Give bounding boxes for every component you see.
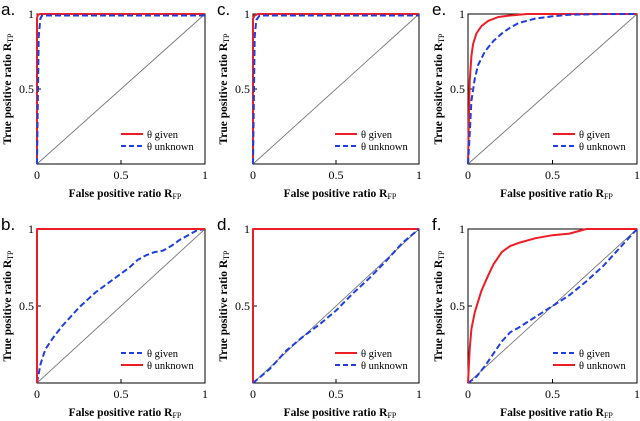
y-tick-label: 0.5 <box>19 82 34 96</box>
y-tick-label: 1 <box>244 7 250 21</box>
legend-label: θ unknown <box>147 361 194 372</box>
x-tick-label: 0.5 <box>114 168 129 182</box>
legend-label: θ unknown <box>147 142 194 153</box>
y-axis-label: True positive ratio RTP <box>2 250 15 362</box>
series-line <box>252 14 419 165</box>
y-tick-label: 0.5 <box>235 82 250 96</box>
y-axis-label: True positive ratio RTP <box>2 33 15 145</box>
diagonal-line <box>36 228 206 384</box>
panel-label: b. <box>1 215 15 234</box>
series-line <box>467 13 637 165</box>
x-tick-label: 0 <box>250 168 256 182</box>
x-tick-label: 0 <box>34 387 40 401</box>
x-tick-label: 1 <box>634 168 640 182</box>
x-tick-label: 1 <box>202 387 208 401</box>
legend-label: θ unknown <box>579 142 626 153</box>
diagonal-line <box>252 13 420 165</box>
y-tick-label: 1 <box>459 222 465 236</box>
diagonal-line <box>467 13 638 165</box>
y-tick-label: 0.5 <box>450 82 465 96</box>
x-tick-label: 0 <box>465 387 471 401</box>
y-axis-label: True positive ratio RTP <box>218 33 231 145</box>
x-axis-label: False positive ratio RFP <box>284 407 397 420</box>
x-axis-label: False positive ratio RFP <box>69 188 182 201</box>
series-line <box>467 228 637 384</box>
x-tick-label: 0.5 <box>329 387 344 401</box>
y-tick-label: 1 <box>28 7 34 21</box>
legend-label: θ given <box>579 130 611 141</box>
panel-label: f. <box>432 215 441 234</box>
y-axis-label: True positive ratio RTP <box>218 250 231 362</box>
legend-label: θ unknown <box>579 361 626 372</box>
legend-label: θ given <box>361 349 393 360</box>
series-line <box>252 228 420 384</box>
series-line <box>36 228 206 384</box>
y-tick-label: 1 <box>244 222 250 236</box>
legend-label: θ unknown <box>361 142 408 153</box>
y-axis-label: True positive ratio RTP <box>433 250 446 362</box>
x-axis-label: False positive ratio RFP <box>500 407 613 420</box>
panel-label: c. <box>217 0 230 19</box>
x-tick-label: 1 <box>202 168 208 182</box>
legend-label: θ given <box>361 130 393 141</box>
series-line <box>36 228 205 383</box>
series-line <box>467 228 638 384</box>
legend-label: θ unknown <box>361 361 408 372</box>
panel-label: a. <box>1 0 15 19</box>
x-tick-label: 0.5 <box>329 168 344 182</box>
panel-label: e. <box>432 0 446 19</box>
series-line <box>36 13 205 164</box>
y-tick-label: 1 <box>459 7 465 21</box>
series-line <box>252 13 419 164</box>
x-tick-label: 0.5 <box>114 387 129 401</box>
x-tick-label: 0 <box>34 168 40 182</box>
series-line <box>36 14 205 165</box>
series-line <box>467 13 637 165</box>
legend-label: θ given <box>147 349 179 360</box>
x-tick-label: 0 <box>250 387 256 401</box>
x-tick-label: 1 <box>416 387 422 401</box>
x-tick-label: 0 <box>465 168 471 182</box>
y-tick-label: 1 <box>28 222 34 236</box>
legend-label: θ given <box>579 349 611 360</box>
diagonal-line <box>36 13 206 165</box>
x-tick-label: 0.5 <box>545 387 560 401</box>
x-axis-label: False positive ratio RFP <box>500 188 613 201</box>
x-tick-label: 1 <box>416 168 422 182</box>
y-tick-label: 0.5 <box>235 299 250 313</box>
legend-label: θ given <box>147 130 179 141</box>
x-tick-label: 0.5 <box>545 168 560 182</box>
diagonal-line <box>467 228 638 384</box>
panel-label: d. <box>217 215 231 234</box>
y-axis-label: True positive ratio RTP <box>433 33 446 145</box>
series-line <box>252 228 419 383</box>
x-axis-label: False positive ratio RFP <box>284 188 397 201</box>
y-tick-label: 0.5 <box>450 299 465 313</box>
x-tick-label: 1 <box>634 387 640 401</box>
y-tick-label: 0.5 <box>19 299 34 313</box>
x-axis-label: False positive ratio RFP <box>69 407 182 420</box>
